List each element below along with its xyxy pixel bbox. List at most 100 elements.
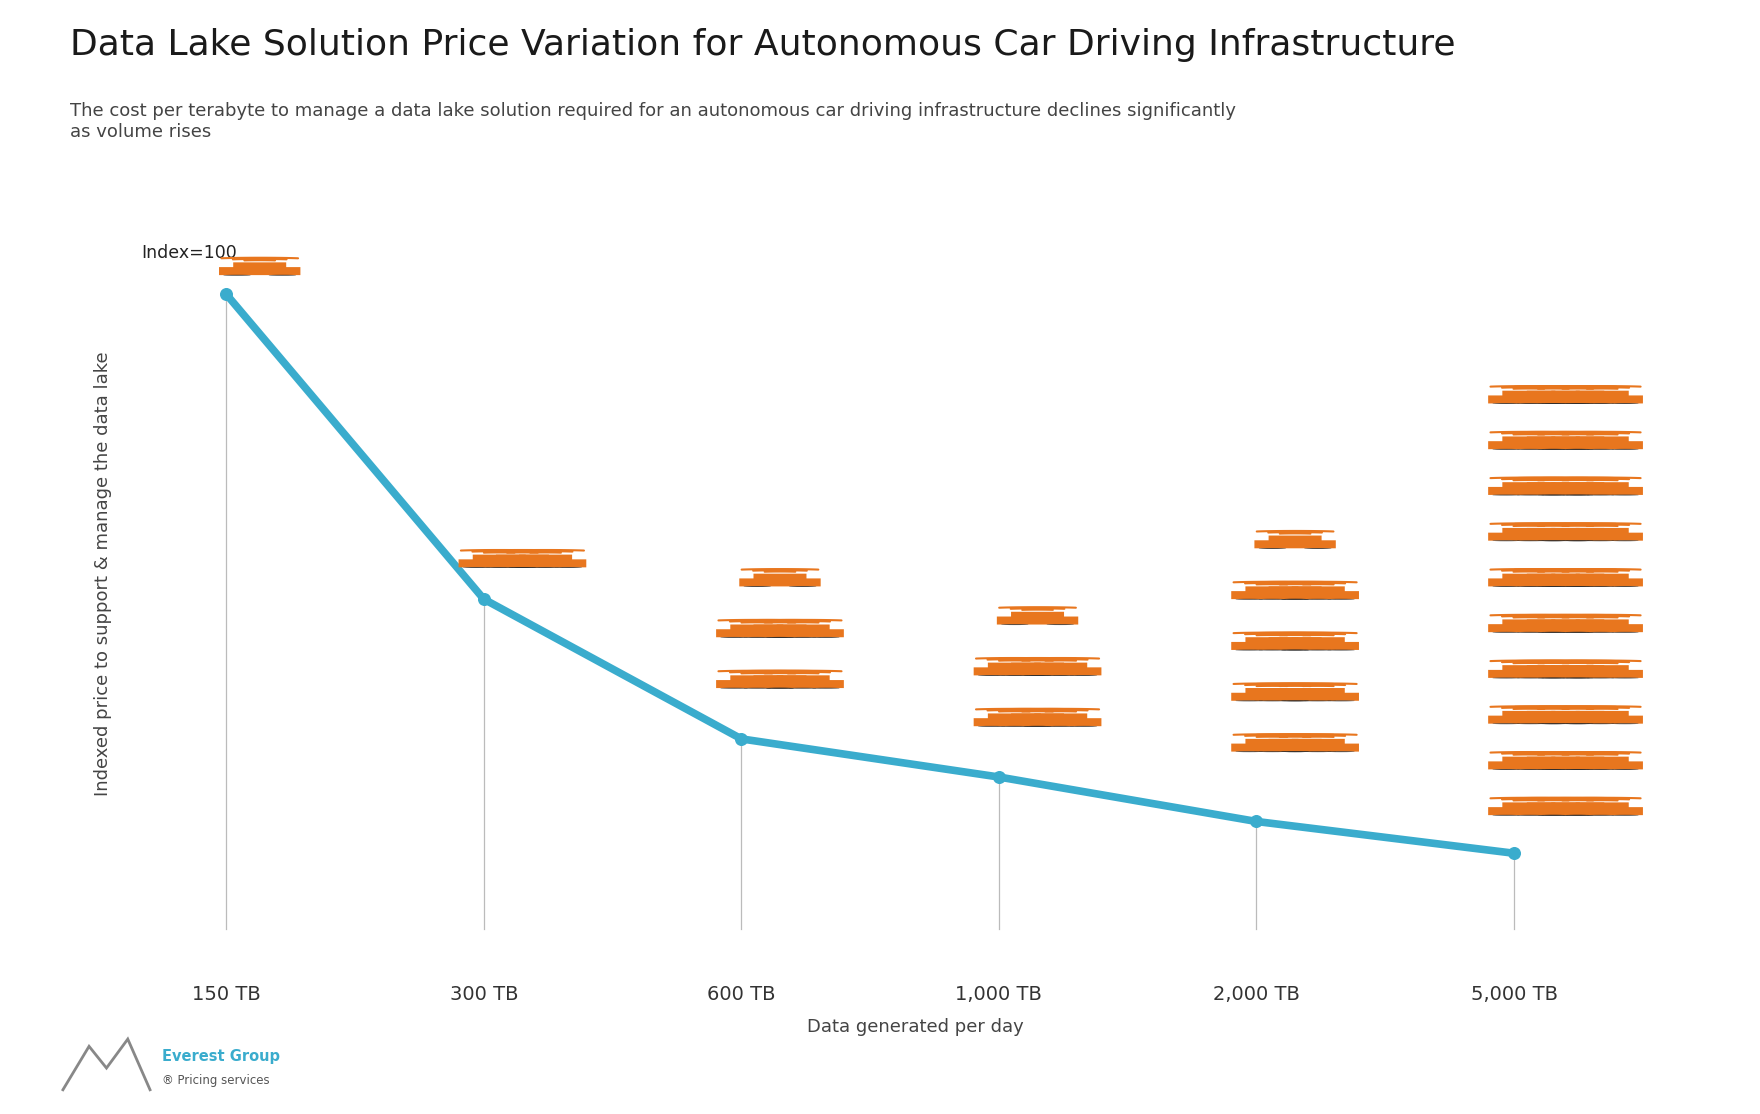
FancyBboxPatch shape <box>753 574 806 580</box>
FancyBboxPatch shape <box>996 719 1079 726</box>
FancyBboxPatch shape <box>1528 574 1580 580</box>
FancyBboxPatch shape <box>1561 670 1642 678</box>
FancyBboxPatch shape <box>1503 482 1556 489</box>
FancyBboxPatch shape <box>996 616 1079 625</box>
Point <box>213 285 241 303</box>
FancyBboxPatch shape <box>1551 756 1605 764</box>
FancyBboxPatch shape <box>1528 391 1580 398</box>
FancyBboxPatch shape <box>1536 715 1619 724</box>
FancyBboxPatch shape <box>1528 711 1580 719</box>
FancyBboxPatch shape <box>973 667 1054 675</box>
FancyBboxPatch shape <box>1536 761 1619 770</box>
FancyBboxPatch shape <box>1232 693 1313 701</box>
FancyBboxPatch shape <box>1575 756 1628 764</box>
Point <box>727 730 755 747</box>
FancyBboxPatch shape <box>1255 693 1336 701</box>
FancyBboxPatch shape <box>1489 395 1570 403</box>
FancyBboxPatch shape <box>1503 756 1556 764</box>
FancyBboxPatch shape <box>1536 441 1619 449</box>
FancyBboxPatch shape <box>1551 391 1605 398</box>
FancyBboxPatch shape <box>1255 592 1336 599</box>
FancyBboxPatch shape <box>218 267 301 275</box>
FancyBboxPatch shape <box>1575 619 1628 626</box>
FancyBboxPatch shape <box>1503 665 1556 673</box>
FancyBboxPatch shape <box>1246 586 1299 594</box>
FancyBboxPatch shape <box>1503 528 1556 535</box>
Text: Data Lake Solution Price Variation for Autonomous Car Driving Infrastructure: Data Lake Solution Price Variation for A… <box>70 28 1456 62</box>
FancyBboxPatch shape <box>1246 739 1299 746</box>
FancyBboxPatch shape <box>1551 665 1605 673</box>
X-axis label: Data generated per day: Data generated per day <box>806 1018 1024 1036</box>
FancyBboxPatch shape <box>1269 637 1322 644</box>
Y-axis label: Indexed price to support & manage the data lake: Indexed price to support & manage the da… <box>93 351 113 797</box>
FancyBboxPatch shape <box>1503 802 1556 810</box>
FancyBboxPatch shape <box>1489 715 1570 724</box>
FancyBboxPatch shape <box>1489 624 1570 632</box>
FancyBboxPatch shape <box>1512 487 1595 495</box>
FancyBboxPatch shape <box>776 625 829 632</box>
FancyBboxPatch shape <box>1503 574 1556 580</box>
FancyBboxPatch shape <box>1255 540 1336 548</box>
FancyBboxPatch shape <box>1561 487 1642 495</box>
FancyBboxPatch shape <box>1269 739 1322 746</box>
FancyBboxPatch shape <box>987 663 1040 670</box>
FancyBboxPatch shape <box>1503 619 1556 626</box>
FancyBboxPatch shape <box>1512 808 1595 815</box>
FancyBboxPatch shape <box>1021 719 1102 726</box>
FancyBboxPatch shape <box>1503 711 1556 719</box>
FancyBboxPatch shape <box>1561 624 1642 632</box>
FancyBboxPatch shape <box>1561 715 1642 724</box>
FancyBboxPatch shape <box>1561 395 1642 403</box>
FancyBboxPatch shape <box>1512 578 1595 586</box>
FancyBboxPatch shape <box>1561 578 1642 586</box>
FancyBboxPatch shape <box>473 555 526 561</box>
FancyBboxPatch shape <box>987 713 1040 721</box>
FancyBboxPatch shape <box>1561 761 1642 770</box>
FancyBboxPatch shape <box>1536 670 1619 678</box>
FancyBboxPatch shape <box>716 629 797 637</box>
FancyBboxPatch shape <box>1575 482 1628 489</box>
FancyBboxPatch shape <box>1536 532 1619 540</box>
FancyBboxPatch shape <box>753 625 806 632</box>
FancyBboxPatch shape <box>1528 619 1580 626</box>
FancyBboxPatch shape <box>1575 711 1628 719</box>
FancyBboxPatch shape <box>1255 743 1336 752</box>
FancyBboxPatch shape <box>1561 808 1642 815</box>
FancyBboxPatch shape <box>996 667 1079 675</box>
FancyBboxPatch shape <box>519 555 572 561</box>
FancyBboxPatch shape <box>1489 487 1570 495</box>
FancyBboxPatch shape <box>1512 441 1595 449</box>
FancyBboxPatch shape <box>1528 665 1580 673</box>
FancyBboxPatch shape <box>973 719 1054 726</box>
FancyBboxPatch shape <box>1536 487 1619 495</box>
FancyBboxPatch shape <box>1575 574 1628 580</box>
FancyBboxPatch shape <box>1292 637 1345 644</box>
FancyBboxPatch shape <box>1489 578 1570 586</box>
FancyBboxPatch shape <box>1512 395 1595 403</box>
FancyBboxPatch shape <box>1551 528 1605 535</box>
FancyBboxPatch shape <box>1489 761 1570 770</box>
FancyBboxPatch shape <box>739 629 820 637</box>
FancyBboxPatch shape <box>1232 743 1313 752</box>
Point <box>986 769 1014 786</box>
FancyBboxPatch shape <box>1292 739 1345 746</box>
FancyBboxPatch shape <box>1246 637 1299 644</box>
FancyBboxPatch shape <box>776 675 829 683</box>
Point <box>1500 844 1528 862</box>
Text: The cost per terabyte to manage a data lake solution required for an autonomous : The cost per terabyte to manage a data l… <box>70 102 1236 141</box>
FancyBboxPatch shape <box>1512 715 1595 724</box>
FancyBboxPatch shape <box>1512 532 1595 540</box>
FancyBboxPatch shape <box>1489 670 1570 678</box>
FancyBboxPatch shape <box>1551 437 1605 443</box>
FancyBboxPatch shape <box>482 559 563 567</box>
FancyBboxPatch shape <box>1536 624 1619 632</box>
Text: Index=100: Index=100 <box>141 244 238 263</box>
FancyBboxPatch shape <box>716 680 797 688</box>
FancyBboxPatch shape <box>739 680 820 688</box>
FancyBboxPatch shape <box>1269 586 1322 594</box>
FancyBboxPatch shape <box>1278 743 1359 752</box>
FancyBboxPatch shape <box>1536 578 1619 586</box>
Point <box>470 590 498 608</box>
FancyBboxPatch shape <box>762 629 843 637</box>
FancyBboxPatch shape <box>1551 574 1605 580</box>
